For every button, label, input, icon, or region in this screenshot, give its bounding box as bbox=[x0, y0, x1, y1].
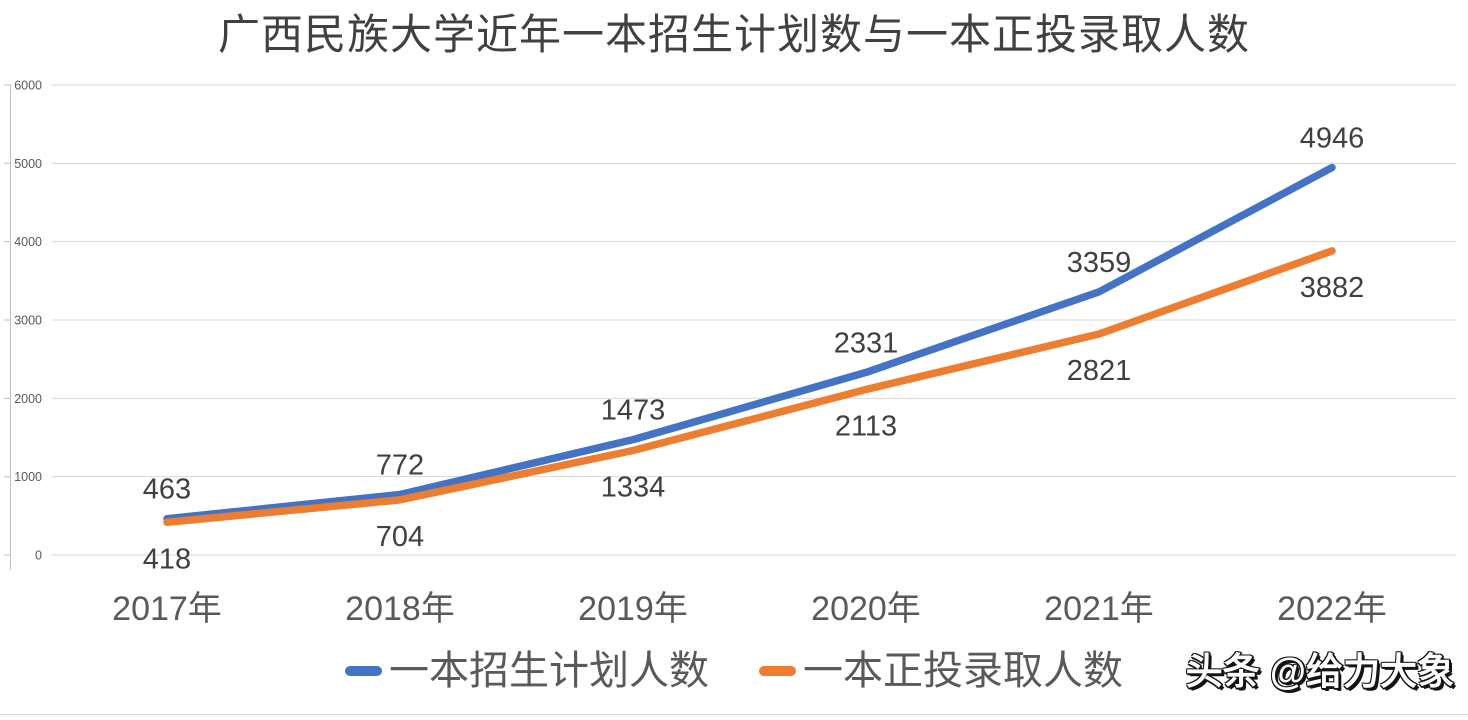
legend-swatch-plan-icon bbox=[345, 666, 382, 676]
data-label-series0: 4946 bbox=[1300, 123, 1365, 155]
chart-plot-area: 0 1000 2000 3000 4000 5000 6000 2017年 2018年 2019年… bbox=[4, 79, 1456, 628]
legend-label-plan: 一本招生计划人数 bbox=[389, 649, 709, 693]
data-label-series0: 772 bbox=[376, 450, 424, 482]
x-tick-label: 2020年 bbox=[811, 590, 921, 628]
watermark: 头条 @给力大象 bbox=[1185, 651, 1454, 692]
y-tick-label: 0 bbox=[35, 549, 42, 563]
data-label-series1: 704 bbox=[376, 521, 424, 553]
data-label-series1: 1334 bbox=[601, 472, 666, 504]
series-line-1 bbox=[163, 247, 1336, 527]
data-label-series1: 2113 bbox=[835, 410, 897, 442]
x-tick-label: 2019年 bbox=[578, 590, 688, 628]
legend-item-admitted: 一本正投录取人数 bbox=[759, 651, 1123, 691]
x-tick-label: 2017年 bbox=[112, 590, 222, 628]
x-tick-label: 2018年 bbox=[345, 590, 455, 628]
x-tick-label: 2022年 bbox=[1277, 590, 1387, 628]
series-line-0 bbox=[163, 163, 1336, 523]
data-label-series0: 3359 bbox=[1067, 247, 1132, 279]
legend-item-plan: 一本招生计划人数 bbox=[345, 651, 709, 691]
y-tick-label: 5000 bbox=[14, 157, 42, 171]
data-label-series0: 2331 bbox=[834, 327, 899, 359]
data-label-series1: 2821 bbox=[1067, 355, 1132, 387]
legend: 一本招生计划人数 一本正投录取人数 bbox=[0, 651, 1468, 691]
y-tick-label: 2000 bbox=[14, 392, 42, 406]
data-label-series0: 463 bbox=[143, 474, 191, 506]
y-tick-label: 4000 bbox=[14, 235, 42, 249]
y-tick-label: 1000 bbox=[14, 470, 42, 484]
x-tick-label: 2021年 bbox=[1044, 590, 1154, 628]
data-label-series1: 3882 bbox=[1300, 272, 1365, 304]
legend-label-admitted: 一本正投录取人数 bbox=[803, 649, 1123, 693]
y-tick-label: 6000 bbox=[14, 79, 42, 93]
y-tick-label: 3000 bbox=[14, 314, 42, 328]
bottom-border bbox=[0, 714, 1468, 715]
data-label-series0: 1473 bbox=[601, 395, 666, 427]
data-label-series1: 418 bbox=[143, 543, 191, 575]
chart-title: 广西民族大学近年一本招生计划数与一本正投录取人数 bbox=[217, 11, 1250, 58]
legend-swatch-admitted-icon bbox=[759, 666, 796, 676]
